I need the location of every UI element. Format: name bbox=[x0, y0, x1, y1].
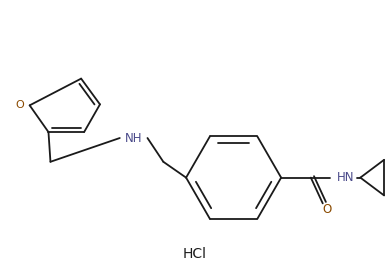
Text: O: O bbox=[15, 100, 24, 110]
Text: NH: NH bbox=[125, 132, 142, 144]
Text: O: O bbox=[322, 203, 331, 216]
Text: HCl: HCl bbox=[183, 247, 207, 261]
Text: HN: HN bbox=[337, 171, 354, 184]
